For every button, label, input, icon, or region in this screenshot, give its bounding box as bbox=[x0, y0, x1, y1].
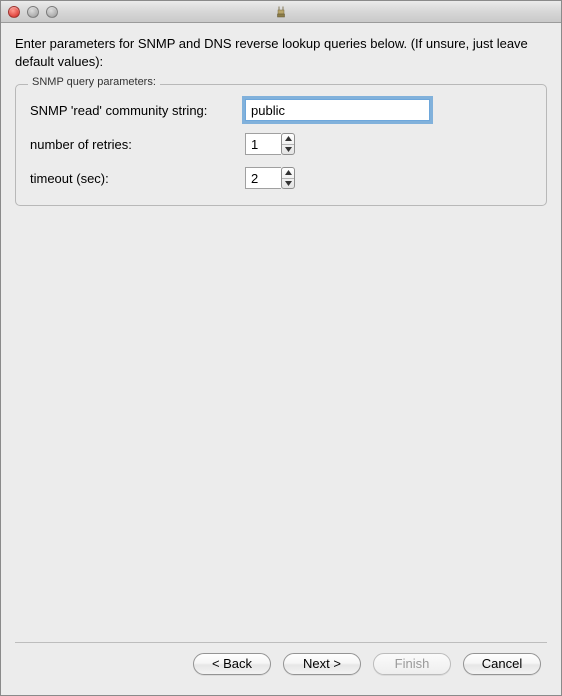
snmp-group: SNMP query parameters: SNMP 'read' commu… bbox=[15, 84, 547, 206]
separator bbox=[15, 642, 547, 643]
timeout-stepper[interactable] bbox=[245, 167, 295, 189]
close-button[interactable] bbox=[8, 6, 20, 18]
retries-step-up[interactable] bbox=[282, 134, 294, 145]
row-timeout: timeout (sec): bbox=[30, 167, 532, 189]
cancel-button[interactable]: Cancel bbox=[463, 653, 541, 675]
label-retries: number of retries: bbox=[30, 137, 245, 152]
row-retries: number of retries: bbox=[30, 133, 532, 155]
group-title: SNMP query parameters: bbox=[28, 76, 160, 88]
content-area: Enter parameters for SNMP and DNS revers… bbox=[1, 23, 561, 695]
timeout-step-down[interactable] bbox=[282, 179, 294, 189]
back-button[interactable]: < Back bbox=[193, 653, 271, 675]
timeout-input[interactable] bbox=[245, 167, 281, 189]
button-row: < Back Next > Finish Cancel bbox=[15, 653, 547, 687]
retries-stepper[interactable] bbox=[245, 133, 295, 155]
window-controls bbox=[8, 6, 58, 18]
finish-button: Finish bbox=[373, 653, 451, 675]
row-community: SNMP 'read' community string: bbox=[30, 99, 532, 121]
dialog-window: Enter parameters for SNMP and DNS revers… bbox=[0, 0, 562, 696]
zoom-button[interactable] bbox=[46, 6, 58, 18]
instruction-text: Enter parameters for SNMP and DNS revers… bbox=[15, 35, 547, 70]
titlebar bbox=[1, 1, 561, 23]
retries-spin-buttons bbox=[281, 133, 295, 155]
minimize-button[interactable] bbox=[27, 6, 39, 18]
label-timeout: timeout (sec): bbox=[30, 171, 245, 186]
community-input[interactable] bbox=[245, 99, 430, 121]
label-community: SNMP 'read' community string: bbox=[30, 103, 245, 118]
title-icon bbox=[274, 5, 288, 19]
retries-step-down[interactable] bbox=[282, 145, 294, 155]
spacer bbox=[15, 206, 547, 642]
timeout-spin-buttons bbox=[281, 167, 295, 189]
timeout-step-up[interactable] bbox=[282, 168, 294, 179]
next-button[interactable]: Next > bbox=[283, 653, 361, 675]
retries-input[interactable] bbox=[245, 133, 281, 155]
